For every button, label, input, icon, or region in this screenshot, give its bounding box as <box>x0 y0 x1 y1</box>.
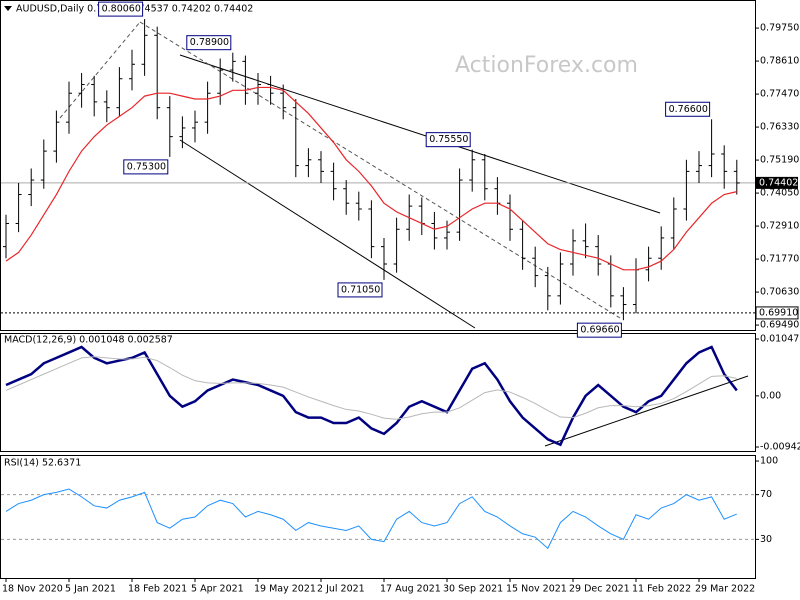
annotation-box <box>425 132 471 148</box>
y-tick-label: 0.71770 <box>760 254 799 265</box>
annotation-label: 0.76600 <box>669 104 708 115</box>
x-tick-label: 17 Aug 2021 <box>380 584 441 595</box>
rsi-panel <box>0 455 756 579</box>
macd-panel <box>0 333 756 452</box>
watermark: ActionForex.com <box>455 53 638 78</box>
y-tick-label: 0.70630 <box>760 287 799 298</box>
rsi-title: RSI(14) 52.6371 <box>4 458 81 469</box>
y-tick-label: 0.75190 <box>760 155 799 166</box>
y-tick-label: 0.79750 <box>760 23 799 34</box>
annotation-box <box>186 35 232 51</box>
current-price-box <box>756 176 798 189</box>
annotation-label: 0.71050 <box>341 284 380 295</box>
y-tick-label: 0.76330 <box>760 122 799 133</box>
menu-icon <box>4 6 12 11</box>
y-tick-label: 30 <box>760 534 772 545</box>
trendline <box>179 139 476 329</box>
y-tick-label: 0.77470 <box>760 89 799 100</box>
annotation-label: 0.78900 <box>190 37 229 48</box>
trendline <box>544 375 749 447</box>
y-tick-label: 100 <box>760 456 778 467</box>
annotation-box <box>98 1 144 17</box>
annotation-label: 0.75550 <box>429 134 468 145</box>
annotation-box <box>576 322 622 338</box>
annotation-label: 0.75300 <box>127 161 166 172</box>
macd-title: MACD(12,26,9) 0.001048 0.002587 <box>4 335 173 346</box>
annotation-box <box>337 282 383 298</box>
price-panel <box>0 0 756 331</box>
x-tick-label: 18 Feb 2021 <box>128 584 187 595</box>
annotation-label: 0.80060 <box>102 4 141 15</box>
level-label-box <box>755 306 799 320</box>
annotation-label: 0.69660 <box>580 325 619 336</box>
x-tick-label: 18 Nov 2020 <box>2 584 63 595</box>
x-tick-label: 19 May 2021 <box>254 584 316 595</box>
y-tick-label: 0.010472 <box>760 334 800 345</box>
y-tick-label: 0.69490 <box>760 320 799 331</box>
line-series <box>5 356 737 420</box>
line-series <box>5 86 737 271</box>
x-tick-label: 15 Nov 2021 <box>506 584 567 595</box>
annotation-box <box>123 159 169 175</box>
level-label: 0.69910 <box>759 307 798 318</box>
annotation-box <box>665 101 711 117</box>
y-tick-label: 0.00 <box>760 390 781 401</box>
trendline <box>179 54 661 214</box>
x-tick-label: 2 Jul 2021 <box>317 584 365 595</box>
x-tick-label: 29 Dec 2021 <box>569 584 630 595</box>
y-tick-label: 0.72910 <box>760 221 799 232</box>
x-tick-label: 5 Jan 2021 <box>65 584 116 595</box>
current-price-label: 0.74402 <box>759 177 798 188</box>
x-tick-label: 29 Mar 2022 <box>695 584 755 595</box>
x-tick-label: 11 Feb 2022 <box>632 584 691 595</box>
y-tick-label: -0.009426 <box>760 442 800 453</box>
x-tick-label: 30 Sep 2021 <box>443 584 503 595</box>
y-tick-label: 70 <box>760 489 772 500</box>
y-tick-label: 0.74050 <box>760 188 799 199</box>
line-series <box>5 488 737 550</box>
y-tick-label: 0.78610 <box>760 56 799 67</box>
x-tick-label: 5 Apr 2021 <box>191 584 244 595</box>
